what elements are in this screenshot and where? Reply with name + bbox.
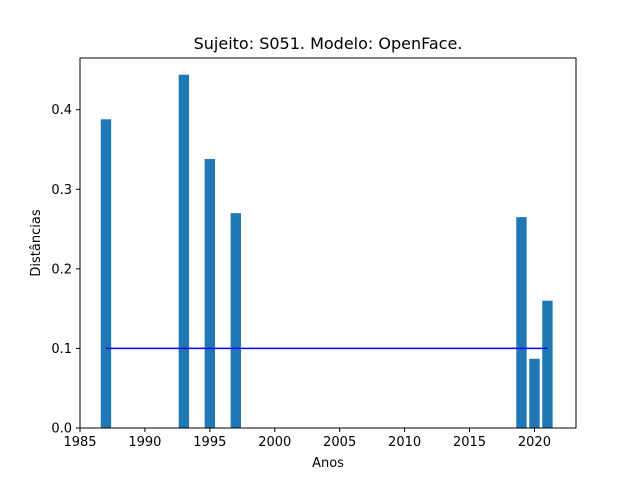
y-tick-label: 0.4 — [51, 103, 72, 118]
x-tick-label: 1995 — [193, 435, 226, 450]
y-tick-label: 0.0 — [51, 422, 72, 437]
bar-1987 — [100, 119, 112, 429]
x-tick-label: 2015 — [453, 435, 486, 450]
x-tick-label: 2020 — [518, 435, 551, 450]
y-axis-ticks: 0.0 0.1 0.2 0.3 0.4 — [51, 103, 80, 437]
chart-title: Sujeito: S051. Modelo: OpenFace. — [194, 34, 463, 53]
y-tick-label: 0.1 — [51, 342, 72, 357]
bar-1995 — [204, 159, 216, 428]
x-axis-ticks: 1985 1990 1995 2000 2005 2010 2015 2020 — [63, 428, 551, 450]
bar-1993 — [178, 74, 190, 428]
y-tick-label: 0.2 — [51, 262, 72, 277]
x-tick-label: 2005 — [323, 435, 356, 450]
x-tick-label: 2000 — [258, 435, 291, 450]
bar-2020 — [529, 358, 540, 428]
x-tick-label: 1985 — [63, 435, 96, 450]
x-axis-label: Anos — [312, 456, 344, 471]
bars-group — [100, 74, 553, 429]
bar-2021 — [542, 300, 553, 428]
x-tick-label: 2010 — [388, 435, 421, 450]
bar-2019 — [516, 217, 527, 428]
bar-1997 — [230, 213, 242, 428]
x-tick-label: 1990 — [128, 435, 161, 450]
y-tick-label: 0.3 — [51, 183, 72, 198]
plot-frame — [79, 57, 577, 429]
y-axis-label: Distâncias — [29, 209, 44, 276]
